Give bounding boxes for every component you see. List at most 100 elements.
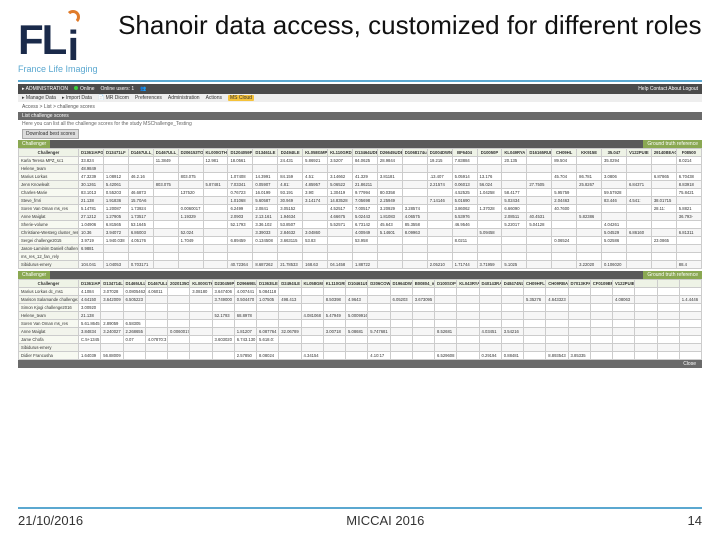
pill-bar-2: Challenger Ground truth reference bbox=[18, 271, 702, 279]
data-cell: 56.88009 bbox=[101, 352, 123, 360]
toolbar-item-active[interactable]: MS Cloud bbox=[228, 95, 254, 101]
data-cell bbox=[613, 352, 635, 360]
data-cell: 8.52681 bbox=[435, 328, 457, 336]
data-cell bbox=[328, 229, 353, 237]
data-cell bbox=[626, 157, 651, 165]
data-cell: 4.81: bbox=[278, 181, 303, 189]
column-header: D26645UDE bbox=[377, 149, 402, 157]
data-cell: 46.2.16 bbox=[128, 173, 153, 181]
data-cell bbox=[402, 261, 427, 269]
data-cell bbox=[635, 336, 657, 344]
data-cell: 8.687262 bbox=[253, 261, 278, 269]
row-name-cell: Helene_team bbox=[19, 312, 79, 320]
data-cell bbox=[657, 336, 679, 344]
pill-challenger[interactable]: Challenger bbox=[18, 140, 50, 148]
data-cell bbox=[546, 304, 568, 312]
data-cell: 3.00718 bbox=[323, 328, 345, 336]
column-header: KL043RYA bbox=[457, 280, 479, 288]
data-cell: 0.0060017 bbox=[178, 205, 203, 213]
data-cell: 6.87865 bbox=[651, 173, 676, 181]
data-cell bbox=[676, 197, 701, 205]
data-cell bbox=[501, 288, 523, 296]
pill-ground-truth-2[interactable]: Ground truth reference bbox=[643, 271, 702, 279]
download-button[interactable]: Download best scores bbox=[22, 129, 79, 139]
data-cell: 1.01068 bbox=[228, 197, 253, 205]
pill-ground-truth[interactable]: Ground truth reference bbox=[643, 140, 702, 148]
data-cell bbox=[346, 352, 368, 360]
data-cell: 41.329 bbox=[352, 173, 377, 181]
divider-bottom bbox=[18, 507, 702, 509]
row-name-cell: Sibidurus-emery bbox=[19, 344, 79, 352]
data-cell bbox=[212, 344, 234, 352]
data-cell bbox=[390, 320, 412, 328]
online-dot-icon bbox=[74, 86, 78, 90]
data-cell bbox=[279, 336, 301, 344]
data-cell bbox=[234, 304, 256, 312]
data-cell bbox=[301, 296, 323, 304]
data-cell: 1.27905 bbox=[103, 213, 128, 221]
data-cell: 8.893543 bbox=[546, 352, 568, 360]
data-cell bbox=[323, 288, 345, 296]
pill-challenger-2[interactable]: Challenger bbox=[18, 271, 50, 279]
column-header: D13471LF bbox=[103, 149, 128, 157]
data-cell: 498.413 bbox=[279, 296, 301, 304]
data-cell bbox=[477, 213, 502, 221]
data-cell: 21.78533 bbox=[278, 261, 303, 269]
data-cell bbox=[168, 304, 190, 312]
data-cell bbox=[590, 312, 612, 320]
column-header: CH09HL bbox=[552, 149, 577, 157]
data-cell: 5.08681 bbox=[346, 328, 368, 336]
data-cell: 6.81311 bbox=[676, 229, 701, 237]
column-header: D134714LF bbox=[101, 280, 123, 288]
data-cell bbox=[626, 189, 651, 197]
data-cell bbox=[368, 296, 390, 304]
toolbar-item[interactable]: ▸ Manage Data bbox=[22, 95, 56, 101]
data-cell bbox=[613, 336, 635, 344]
toolbar-item[interactable]: 📄 MR Dicom bbox=[98, 95, 129, 101]
pill-bar: Challenger Ground truth reference bbox=[18, 140, 702, 148]
data-cell: 5.01690 bbox=[452, 197, 477, 205]
data-cell bbox=[657, 344, 679, 352]
data-cell bbox=[145, 296, 167, 304]
data-cell bbox=[657, 328, 679, 336]
data-cell bbox=[626, 253, 651, 261]
toolbar-item[interactable]: Administration bbox=[168, 95, 200, 101]
data-cell: 1.7049 bbox=[178, 237, 203, 245]
data-cell bbox=[153, 165, 178, 173]
data-cell: 6.86003 bbox=[128, 229, 153, 237]
data-cell: 5.084118 bbox=[257, 288, 279, 296]
data-cell bbox=[257, 312, 279, 320]
toolbar-item[interactable]: Preferences bbox=[135, 95, 162, 101]
data-cell bbox=[676, 221, 701, 229]
table-row: Marison Salamande challenge20154.641503.… bbox=[19, 296, 702, 304]
data-cell bbox=[477, 237, 502, 245]
data-cell bbox=[346, 344, 368, 352]
data-cell bbox=[377, 261, 402, 269]
table-row: Sibidurus-emery104.0411.040530.70317140.… bbox=[19, 261, 702, 269]
data-cell: 3.86062 bbox=[452, 205, 477, 213]
data-cell bbox=[390, 288, 412, 296]
data-cell bbox=[153, 197, 178, 205]
toolbar-item[interactable]: ▸ Import Data bbox=[62, 95, 92, 101]
data-cell bbox=[527, 253, 552, 261]
data-cell bbox=[390, 352, 412, 360]
column-header: D206COW_P bbox=[368, 280, 390, 288]
data-cell bbox=[457, 312, 479, 320]
close-button[interactable]: Close bbox=[18, 360, 702, 368]
data-cell: 4.85957 bbox=[303, 181, 328, 189]
data-cell bbox=[635, 296, 657, 304]
toolbar-item[interactable]: Actions bbox=[206, 95, 222, 101]
data-cell bbox=[123, 352, 145, 360]
data-cell: 4.52517 bbox=[328, 205, 353, 213]
data-cell: 8.50398 bbox=[323, 296, 345, 304]
data-cell bbox=[203, 245, 228, 253]
data-cell bbox=[577, 165, 602, 173]
data-cell bbox=[178, 261, 203, 269]
data-cell: 4.541: bbox=[626, 197, 651, 205]
data-cell bbox=[590, 328, 612, 336]
data-cell bbox=[402, 157, 427, 165]
data-cell: 1.30419 bbox=[328, 189, 353, 197]
data-cell: 12.981 bbox=[203, 157, 228, 165]
data-cell bbox=[203, 205, 228, 213]
admin-right-links[interactable]: Help Contact About Logout bbox=[638, 86, 698, 92]
